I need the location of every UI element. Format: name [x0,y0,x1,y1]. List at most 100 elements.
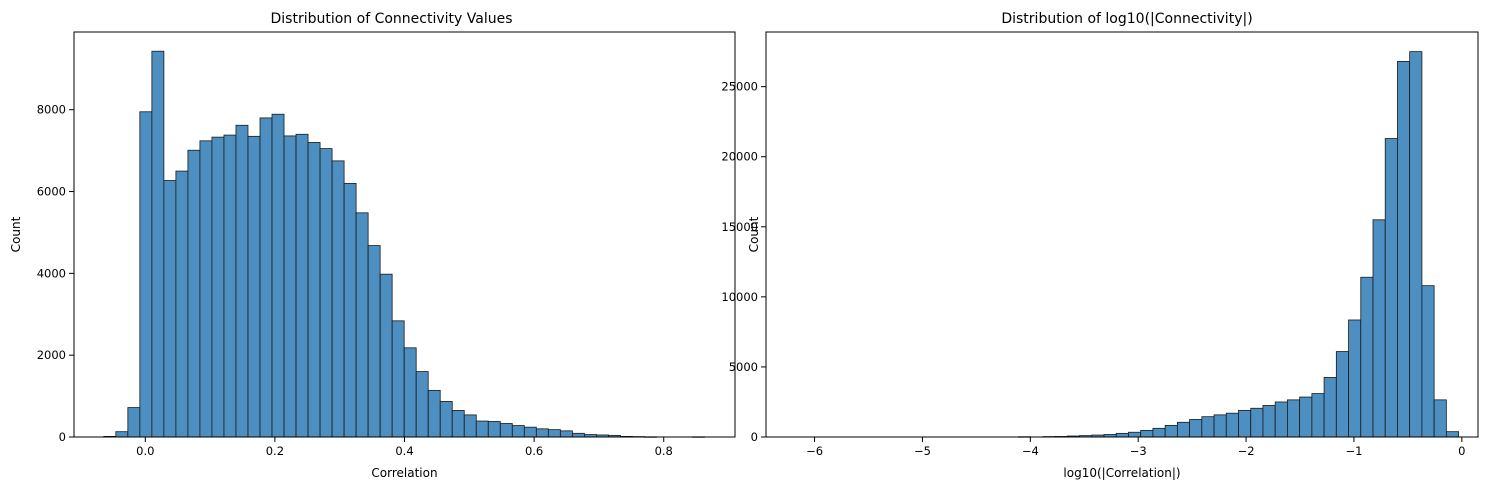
y-tick-label: 25000 [721,80,758,94]
x-tick-label: 0.6 [525,444,543,458]
histogram-bar [1274,401,1288,438]
histogram-bar [403,347,417,438]
histogram-bar [391,320,405,438]
histogram-bar [1128,431,1142,438]
histogram-bar [223,134,237,438]
histogram-bar [1164,424,1178,438]
histogram-bar [1213,414,1227,438]
histogram-bar [547,429,561,438]
x-tick-label: −3 [1130,444,1147,458]
histogram-bar [1140,430,1154,438]
y-tick-label: 0 [751,430,758,444]
histogram-bar [235,124,249,438]
y-tick-label: 20000 [721,150,758,164]
histogram-bar [1384,138,1398,438]
x-tick-label: 0.4 [395,444,413,458]
histogram-bar [1152,427,1166,438]
histogram-bar [1115,432,1129,438]
histogram-bar [1287,399,1301,438]
histogram-bar [475,420,489,438]
histogram-bar [1299,396,1313,438]
x-tick-label: −2 [1238,444,1255,458]
histogram-bar [259,117,273,438]
x-axis-label: Correlation [371,466,437,480]
x-axis-label: log10(|Correlation|) [1063,466,1180,480]
bar-group [1018,51,1459,438]
histogram-bar [1323,377,1337,438]
y-tick-label: 10000 [721,290,758,304]
x-tick-label: −1 [1345,444,1362,458]
histogram-bar [439,401,453,438]
histogram-bar [559,430,573,438]
chart-title: Distribution of Connectivity Values [271,11,513,27]
histogram-bar [463,414,477,438]
y-tick-label: 8000 [37,103,66,117]
histogram-bar [271,113,285,438]
histogram-bar [127,407,141,438]
histogram-bar [1409,51,1423,438]
histogram-bar [295,133,309,438]
y-axis-label: Count [9,216,23,252]
histogram-bar [1372,219,1386,438]
histogram-bar [1421,285,1435,438]
histogram-bar [367,245,381,438]
chart-title: Distribution of log10(|Connectivity|) [1001,11,1252,27]
histogram-bar [163,180,177,438]
x-tick-label: 0 [1458,444,1465,458]
y-axis-label: Count [747,216,761,252]
histogram-log-connectivity: Distribution of log10(|Connectivity|) −6… [721,11,1479,480]
histogram-bar [427,389,441,438]
histogram-bar [307,142,321,438]
histogram-bar [343,182,357,438]
histogram-bar [319,148,333,438]
y-axis: 0 5000 10000 15000 20000 25000 [721,80,766,444]
histogram-bar [487,421,501,438]
y-tick-label: 15000 [721,220,758,234]
histogram-bar [451,410,465,438]
histogram-bar [115,431,129,438]
bar-group [103,50,705,438]
histogram-bar [1225,412,1239,438]
histogram-bar [1311,393,1325,438]
histogram-bar [1262,405,1276,438]
histogram-bar [331,160,345,438]
histogram-bar [1201,416,1215,438]
histogram-bar [355,212,369,438]
x-tick-label: −4 [1022,444,1039,458]
y-tick-label: 6000 [37,185,66,199]
x-axis: −6 −5 −4 −3 −2 −1 0 [806,437,1465,458]
plot-frame [765,31,1479,438]
x-tick-label: −5 [914,444,931,458]
histogram-bar [499,423,513,438]
y-tick-label: 5000 [729,360,758,374]
histogram-bar [151,50,165,438]
histogram-bar [511,425,525,438]
y-tick-label: 2000 [37,348,66,362]
histogram-bar [283,135,297,438]
histogram-bar [415,371,429,438]
histogram-bar [139,111,153,438]
histogram-bar [1433,399,1447,438]
y-tick-label: 4000 [37,266,66,280]
x-tick-label: 0.2 [266,444,284,458]
x-tick-label: 0.8 [655,444,673,458]
x-tick-label: −6 [806,444,823,458]
histogram-bar [1397,61,1411,438]
histogram-bar [247,135,261,438]
y-tick-label: 0 [59,430,66,444]
x-tick-label: 0.0 [136,444,154,458]
histogram-bar [1360,276,1374,438]
histogram-bar [523,426,537,438]
histogram-bar [571,432,585,438]
histogram-bar [187,149,201,438]
histogram-bar [199,140,213,438]
histogram-bar [1250,407,1264,438]
x-axis: 0.0 0.2 0.4 0.6 0.8 [136,437,673,458]
histogram-bar [1176,421,1191,438]
histogram-bar [379,273,393,438]
histogram-bar [1445,431,1459,438]
histogram-bar [1238,409,1252,438]
histogram-bar [1348,319,1362,438]
histogram-bar [211,136,225,438]
